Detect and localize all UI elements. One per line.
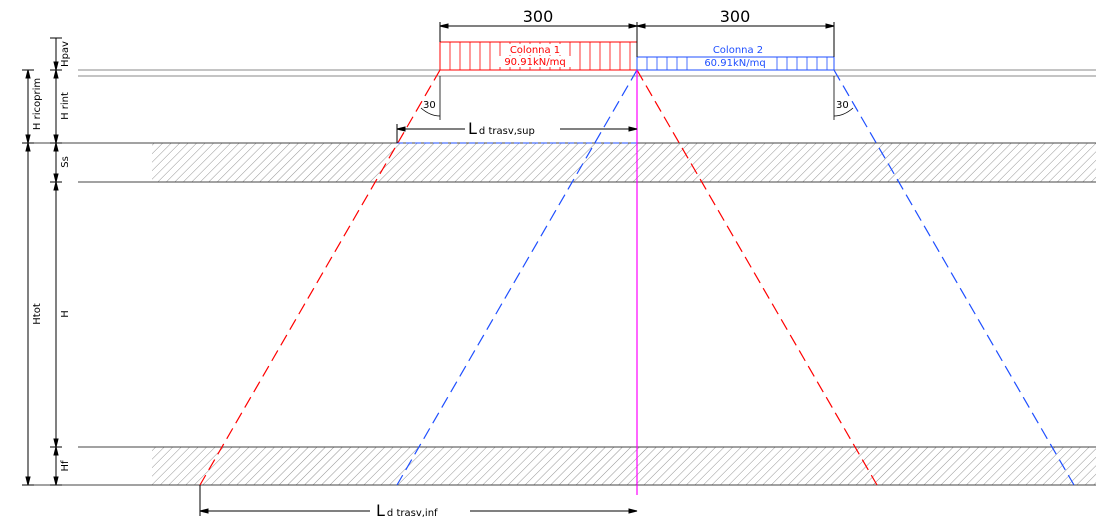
h-ricoprim-label: H ricoprim — [32, 78, 43, 130]
diffusion-lines-column-1 — [199, 69, 878, 486]
ld-sup-dimension — [396, 124, 638, 143]
column-2-title: Colonna 2 — [713, 45, 763, 56]
htot-label: Htot — [32, 303, 43, 325]
top-width-dimensions — [439, 22, 835, 57]
column-1-load: 90.91kN/mq — [504, 57, 565, 68]
diffusion-lines-column-2 — [396, 69, 1075, 486]
ld-inf-dimension — [199, 485, 638, 516]
angle-label-right: 30 — [836, 100, 849, 111]
angle-marker-left — [420, 76, 441, 120]
hf-label: Hf — [60, 460, 71, 472]
column-1-load-block: Colonna 1 90.91kN/mq — [439, 41, 638, 71]
ss-label: Ss — [60, 156, 71, 168]
column-1-title: Colonna 1 — [510, 45, 560, 56]
angle-marker-right — [833, 76, 854, 120]
column-2-load-block: Colonna 2 60.91kN/mq — [636, 45, 835, 71]
column-2-load: 60.91kN/mq — [704, 58, 765, 69]
pavement-lines — [78, 69, 1096, 77]
h-rint-label: H rint — [60, 92, 71, 120]
upper-slab — [22, 142, 1096, 183]
h-label: H — [60, 310, 71, 318]
angle-label-left: 30 — [423, 100, 436, 111]
hpav-label: Hpav — [60, 41, 71, 67]
lower-slab — [22, 446, 1096, 486]
column-1-width-label: 300 — [523, 7, 554, 26]
column-2-width-label: 300 — [720, 7, 751, 26]
vertical-dimension-chains — [22, 37, 62, 486]
